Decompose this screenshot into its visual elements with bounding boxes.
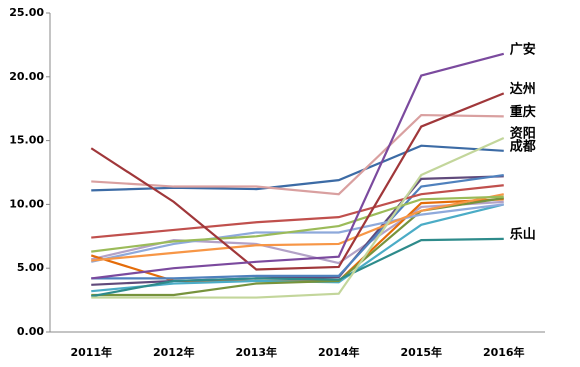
line bbox=[91, 173, 504, 280]
x-tick-label: 2015年 bbox=[400, 345, 442, 359]
line bbox=[91, 113, 504, 196]
series-label: 达州 bbox=[510, 81, 536, 97]
x-tick-label: 2016年 bbox=[483, 345, 525, 359]
x-tick-label: 2014年 bbox=[318, 345, 360, 359]
y-tick-label: 5.00 bbox=[17, 261, 44, 274]
x-tick-label: 2013年 bbox=[235, 345, 277, 359]
y-tick-label: 0.00 bbox=[17, 325, 44, 338]
line bbox=[91, 175, 504, 286]
series-label: 乐山 bbox=[510, 226, 536, 242]
x-tick-label: 2011年 bbox=[70, 345, 112, 359]
y-tick-label: 10.00 bbox=[9, 197, 44, 210]
y-tick-label: 15.00 bbox=[9, 134, 44, 147]
x-tick-label: 2012年 bbox=[153, 345, 195, 359]
line bbox=[91, 193, 504, 262]
line bbox=[91, 144, 504, 192]
line bbox=[91, 195, 504, 253]
series-label: 重庆 bbox=[510, 104, 536, 120]
line bbox=[91, 203, 504, 263]
line bbox=[90, 92, 505, 271]
line bbox=[91, 237, 504, 298]
y-tick-label: 25.00 bbox=[9, 6, 44, 19]
y-tick-label: 20.00 bbox=[9, 70, 44, 83]
series-label: 成都 bbox=[510, 138, 536, 154]
series-label: 广安 bbox=[510, 41, 536, 57]
line bbox=[91, 137, 505, 299]
series-label: 资阳 bbox=[510, 126, 536, 142]
line bbox=[91, 52, 505, 280]
line bbox=[91, 184, 504, 239]
